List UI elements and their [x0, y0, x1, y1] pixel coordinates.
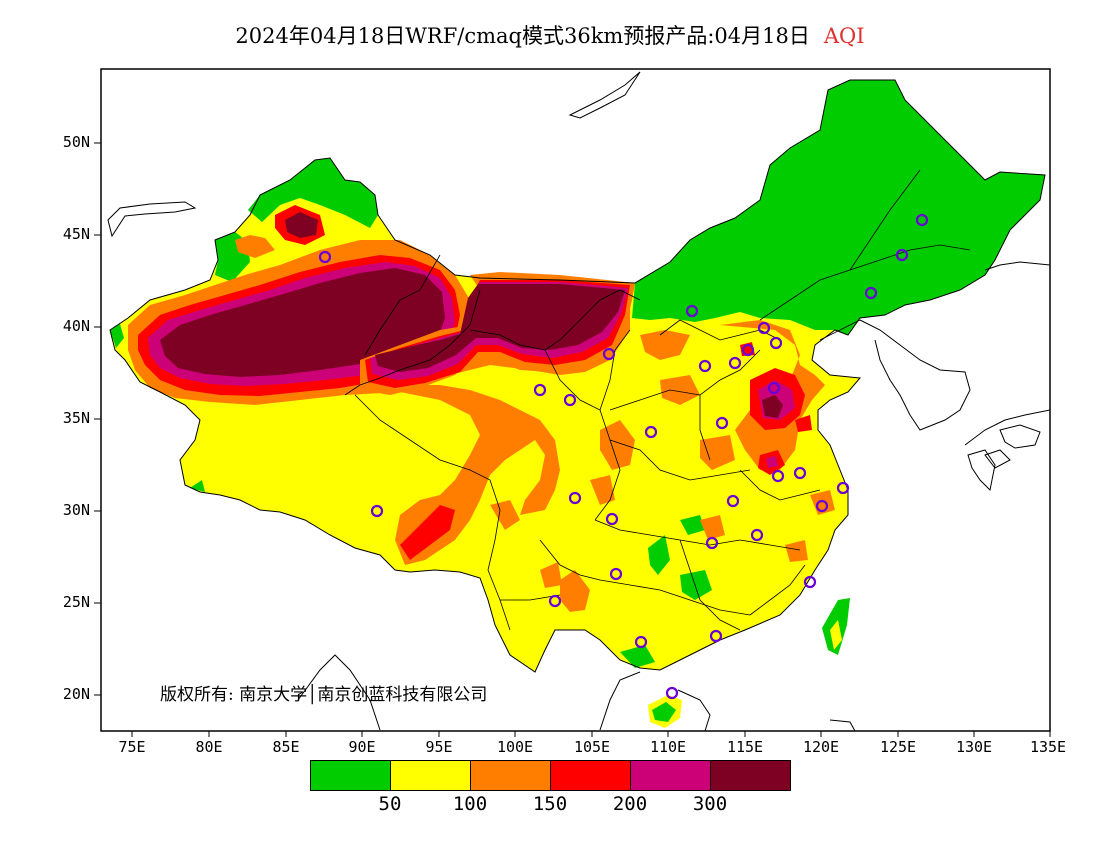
colorbar-label: 50 [378, 793, 402, 815]
region-maroon-tarim [160, 268, 445, 377]
lat-label: 20N [62, 685, 90, 703]
lat-tick-marks [94, 142, 101, 696]
lon-label: 125E [879, 738, 917, 756]
lon-label: 80E [195, 738, 223, 756]
lon-label: 130E [955, 738, 993, 756]
region-green-northwest [248, 158, 378, 228]
region-maroon-hotspot [762, 395, 783, 418]
colorbar-swatch [711, 761, 790, 790]
colorbar-label: 300 [692, 793, 728, 815]
lat-label: 25N [62, 593, 90, 611]
region-green-northeast [632, 80, 1045, 335]
province-borders [344, 169, 971, 631]
lat-label: 50N [62, 133, 90, 151]
lon-label: 115E [726, 738, 764, 756]
colorbar-swatch [471, 761, 551, 790]
lon-tick-marks [131, 731, 1051, 737]
plot-frame [100, 68, 1051, 732]
lon-label: 105E [573, 738, 611, 756]
colorbar-swatch [311, 761, 391, 790]
aqi-colorbar [310, 760, 791, 791]
map-plot-area [101, 69, 1050, 731]
title-variable: AQI [823, 24, 865, 48]
colorbar-label: 150 [532, 793, 568, 815]
neighbour-coastlines [107, 71, 1050, 731]
lat-label: 45N [62, 225, 90, 243]
lon-label: 75E [118, 738, 146, 756]
lon-label: 100E [496, 738, 534, 756]
lon-label: 95E [425, 738, 453, 756]
lon-label: 90E [348, 738, 376, 756]
map-title: 2024年04月18日WRF/cmaq模式36km预报产品:04月18日 AQI [0, 20, 1100, 50]
lon-label: 85E [272, 738, 300, 756]
lon-label: 135E [1029, 738, 1067, 756]
colorbar-swatch [391, 761, 471, 790]
title-text: 2024年04月18日WRF/cmaq模式36km预报产品:04月18日 [235, 24, 810, 48]
lat-label: 40N [62, 317, 90, 335]
lon-label: 120E [802, 738, 840, 756]
copyright-credit: 版权所有: 南京大学│南京创蓝科技有限公司 [160, 685, 488, 705]
colorbar-label: 200 [612, 793, 648, 815]
colorbar-swatch [551, 761, 631, 790]
region-maroon-alxa [375, 284, 625, 372]
lat-label: 35N [62, 409, 90, 427]
colorbar-swatch [631, 761, 711, 790]
lon-label: 110E [649, 738, 687, 756]
city-markers [318, 213, 929, 700]
colorbar-label: 100 [452, 793, 488, 815]
lat-label: 30N [62, 501, 90, 519]
